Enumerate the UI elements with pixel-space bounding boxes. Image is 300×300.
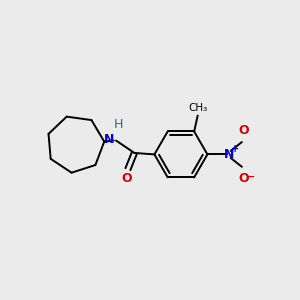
- Text: O: O: [122, 172, 132, 185]
- Text: O: O: [238, 172, 249, 185]
- Text: N: N: [104, 134, 114, 146]
- Text: CH₃: CH₃: [188, 103, 207, 113]
- Text: +: +: [231, 143, 239, 154]
- Text: N: N: [224, 148, 234, 161]
- Text: −: −: [246, 172, 256, 182]
- Text: H: H: [114, 118, 123, 131]
- Text: O: O: [238, 124, 249, 137]
